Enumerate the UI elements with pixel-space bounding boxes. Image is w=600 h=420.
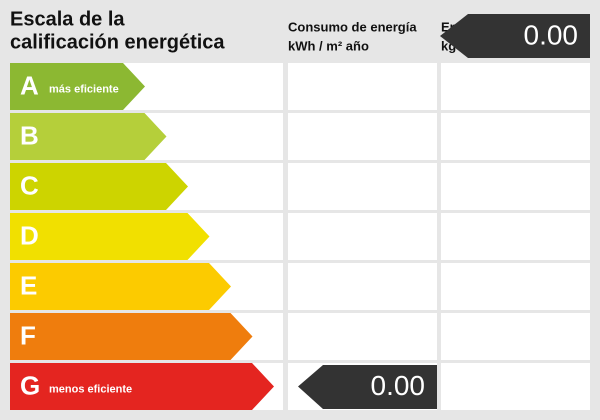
emissions-badge xyxy=(440,14,590,58)
rating-arrow xyxy=(10,313,253,360)
rating-letter: A xyxy=(20,70,39,100)
column-header: kWh / m² año xyxy=(288,38,369,53)
title-line: calificación energética xyxy=(10,31,225,53)
rating-letter: F xyxy=(20,320,36,350)
rating-arrow xyxy=(10,213,210,260)
title-line: Escala de la xyxy=(10,8,125,30)
emissions-cell xyxy=(441,313,590,360)
rating-arrow xyxy=(10,363,274,410)
consumption-cell xyxy=(288,213,437,260)
rating-arrow xyxy=(10,113,167,160)
emissions-cell xyxy=(441,263,590,310)
rating-arrow xyxy=(10,263,231,310)
consumption-cell xyxy=(288,263,437,310)
consumption-cell xyxy=(288,63,437,110)
consumption-badge xyxy=(298,365,437,409)
consumption-value: 0.00 xyxy=(371,370,426,401)
rating-letter: E xyxy=(20,270,37,300)
emissions-cell xyxy=(441,163,590,210)
rating-label: menos eficiente xyxy=(49,383,132,395)
emissions-cell xyxy=(441,113,590,160)
emissions-cell xyxy=(441,63,590,110)
rating-letter: C xyxy=(20,170,39,200)
consumption-cell xyxy=(288,163,437,210)
rating-arrow xyxy=(10,163,188,210)
consumption-cell xyxy=(288,113,437,160)
rating-label: más eficiente xyxy=(49,83,119,95)
rating-arrow xyxy=(10,63,145,110)
rating-letter: B xyxy=(20,120,39,150)
rating-letter: D xyxy=(20,220,39,250)
emissions-cell xyxy=(441,363,590,410)
emissions-cell xyxy=(441,213,590,260)
consumption-cell xyxy=(288,313,437,360)
column-header: Consumo de energía xyxy=(288,19,417,34)
emissions-value: 0.00 xyxy=(524,19,579,50)
rating-letter: G xyxy=(20,370,40,400)
